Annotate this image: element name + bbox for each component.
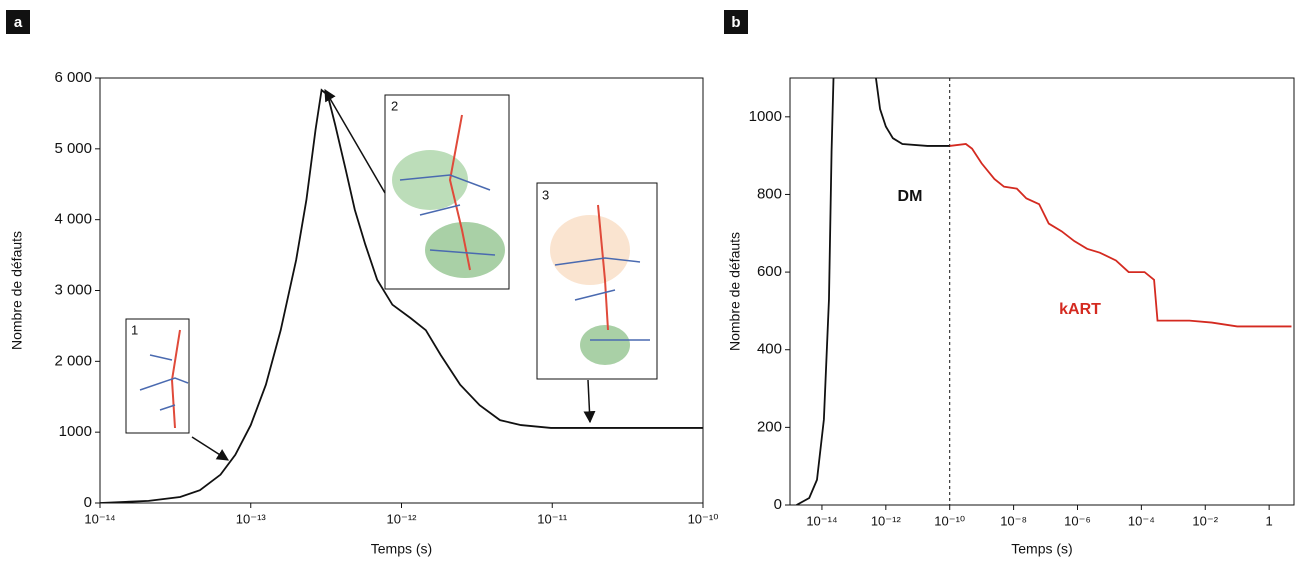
- data-line: [949, 143, 1292, 328]
- x-axis-label: Temps (s): [1011, 541, 1072, 557]
- inset-images: [125, 88, 658, 461]
- y-tick-label: 6 000: [54, 69, 92, 86]
- y-axis-label: Nombre de défauts: [727, 232, 743, 351]
- inset-label: 2: [391, 98, 398, 113]
- data-line: [796, 78, 950, 505]
- panel-badge: [724, 10, 748, 34]
- y-tick-label: 4 000: [54, 211, 92, 228]
- x-tick-label: 1: [1266, 513, 1273, 528]
- x-axis-label: Temps (s): [371, 541, 432, 557]
- x-tick-label: 10⁻²: [1192, 513, 1218, 528]
- x-tick-label: 10⁻⁸: [1000, 513, 1027, 528]
- series-label: kART: [1059, 301, 1101, 318]
- x-tick-label: 10⁻¹⁴: [806, 513, 837, 528]
- x-tick-label: 10⁻⁴: [1128, 513, 1155, 528]
- y-tick-label: 0: [84, 494, 92, 511]
- panel-badge: [6, 10, 30, 34]
- x-tick-label: 10⁻¹⁰: [934, 513, 965, 528]
- x-tick-label: 10⁻¹⁴: [84, 511, 115, 526]
- series-label: DM: [898, 188, 923, 205]
- plot-frame: [789, 77, 1295, 506]
- x-tick-label: 10⁻⁶: [1064, 513, 1091, 528]
- x-tick-label: 10⁻¹²: [387, 511, 418, 526]
- y-tick-label: 1000: [59, 423, 92, 440]
- x-tick-label: 10⁻¹²: [871, 513, 902, 528]
- y-tick-label: 600: [757, 263, 782, 280]
- data-line: [100, 88, 703, 503]
- inset-label: 3: [542, 187, 549, 202]
- x-tick-label: 10⁻¹³: [236, 511, 267, 526]
- y-tick-label: 1000: [749, 108, 782, 125]
- y-tick-label: 200: [757, 418, 782, 435]
- x-tick-label: 10⁻¹⁰: [688, 511, 719, 526]
- y-tick-label: 2 000: [54, 352, 92, 369]
- panel-letter: b: [731, 14, 740, 31]
- panel-letter: a: [14, 14, 23, 31]
- x-tick-label: 10⁻¹¹: [537, 511, 568, 526]
- y-axis-label: Nombre de défauts: [9, 231, 25, 350]
- y-tick-label: 3 000: [54, 281, 92, 298]
- y-tick-label: 400: [757, 341, 782, 358]
- y-tick-label: 800: [757, 185, 782, 202]
- y-tick-label: 5 000: [54, 140, 92, 157]
- y-tick-label: 0: [774, 496, 782, 513]
- inset-label: 1: [131, 322, 138, 337]
